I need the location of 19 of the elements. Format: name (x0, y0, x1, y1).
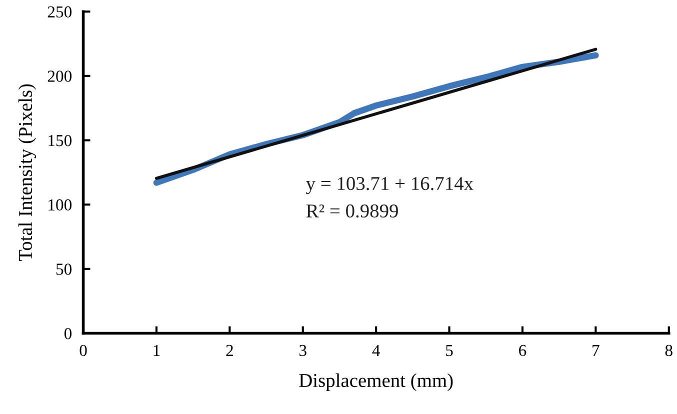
y-tick-label: 0 (64, 328, 72, 340)
x-tick-label: 0 (80, 344, 87, 356)
x-tick-label: 1 (154, 344, 160, 356)
y-tick-label: 50 (56, 264, 72, 275)
y-tick-label: 200 (48, 70, 72, 82)
y-tick-label: 250 (48, 6, 72, 18)
annotation: y = 103.71 + 16.714x (306, 176, 474, 194)
x-tick-label: 6 (519, 344, 526, 356)
x-tick-label: 2 (226, 344, 233, 356)
y-tick-label: 150 (48, 134, 72, 146)
x-tick-label: 3 (300, 344, 306, 356)
y-axis-title: Total Intensity (Pixels) (18, 84, 36, 262)
x-tick-label: 8 (665, 344, 672, 356)
annotation: R² = 0.9899 (306, 204, 398, 218)
x-tick-label: 7 (592, 345, 600, 356)
x-tick-label: 4 (372, 344, 380, 356)
x-tick-label: 5 (446, 345, 453, 356)
x-axis-title: Displacement (mm) (299, 373, 453, 392)
y-tick-label: 100 (48, 199, 72, 211)
